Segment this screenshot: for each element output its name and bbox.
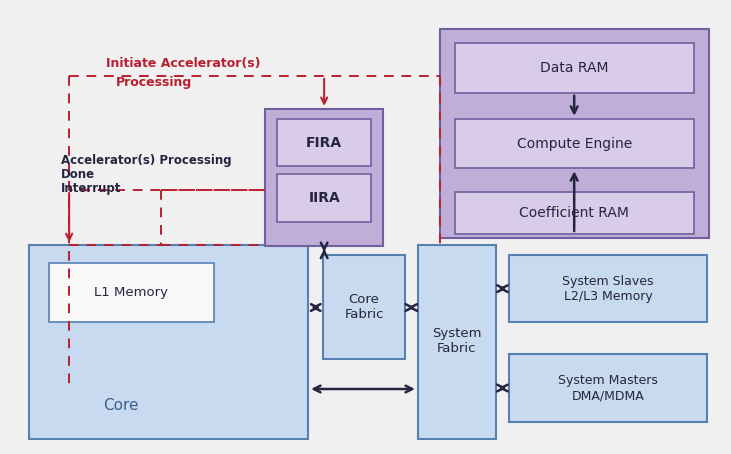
Bar <box>323 255 405 359</box>
Text: Processing: Processing <box>116 76 192 89</box>
Bar <box>510 354 707 422</box>
Bar <box>49 263 213 322</box>
Bar <box>510 255 707 322</box>
Text: System
Fabric: System Fabric <box>432 327 482 355</box>
Bar <box>277 174 371 222</box>
Text: Compute Engine: Compute Engine <box>517 137 632 151</box>
Text: System Masters
DMA/MDMA: System Masters DMA/MDMA <box>558 374 658 402</box>
Text: Core
Fabric: Core Fabric <box>344 292 384 321</box>
Bar <box>455 192 694 234</box>
Bar <box>455 118 694 168</box>
Text: Done: Done <box>61 168 95 181</box>
Text: IIRA: IIRA <box>308 191 340 205</box>
Text: Data RAM: Data RAM <box>540 61 608 75</box>
Text: Accelerator(s) Processing: Accelerator(s) Processing <box>61 154 232 167</box>
Bar <box>418 245 496 439</box>
Bar <box>265 109 383 246</box>
Text: FIRA: FIRA <box>306 136 342 149</box>
Text: System Slaves
L2/L3 Memory: System Slaves L2/L3 Memory <box>562 275 654 303</box>
Text: Interrupt: Interrupt <box>61 182 121 195</box>
Text: Coefficient RAM: Coefficient RAM <box>519 206 629 220</box>
Bar <box>29 245 308 439</box>
Bar <box>277 118 371 166</box>
Bar <box>455 43 694 93</box>
Text: Initiate Accelerator(s): Initiate Accelerator(s) <box>106 56 260 69</box>
Text: L1 Memory: L1 Memory <box>94 286 168 299</box>
Text: Core: Core <box>103 399 139 414</box>
Bar <box>440 29 708 238</box>
